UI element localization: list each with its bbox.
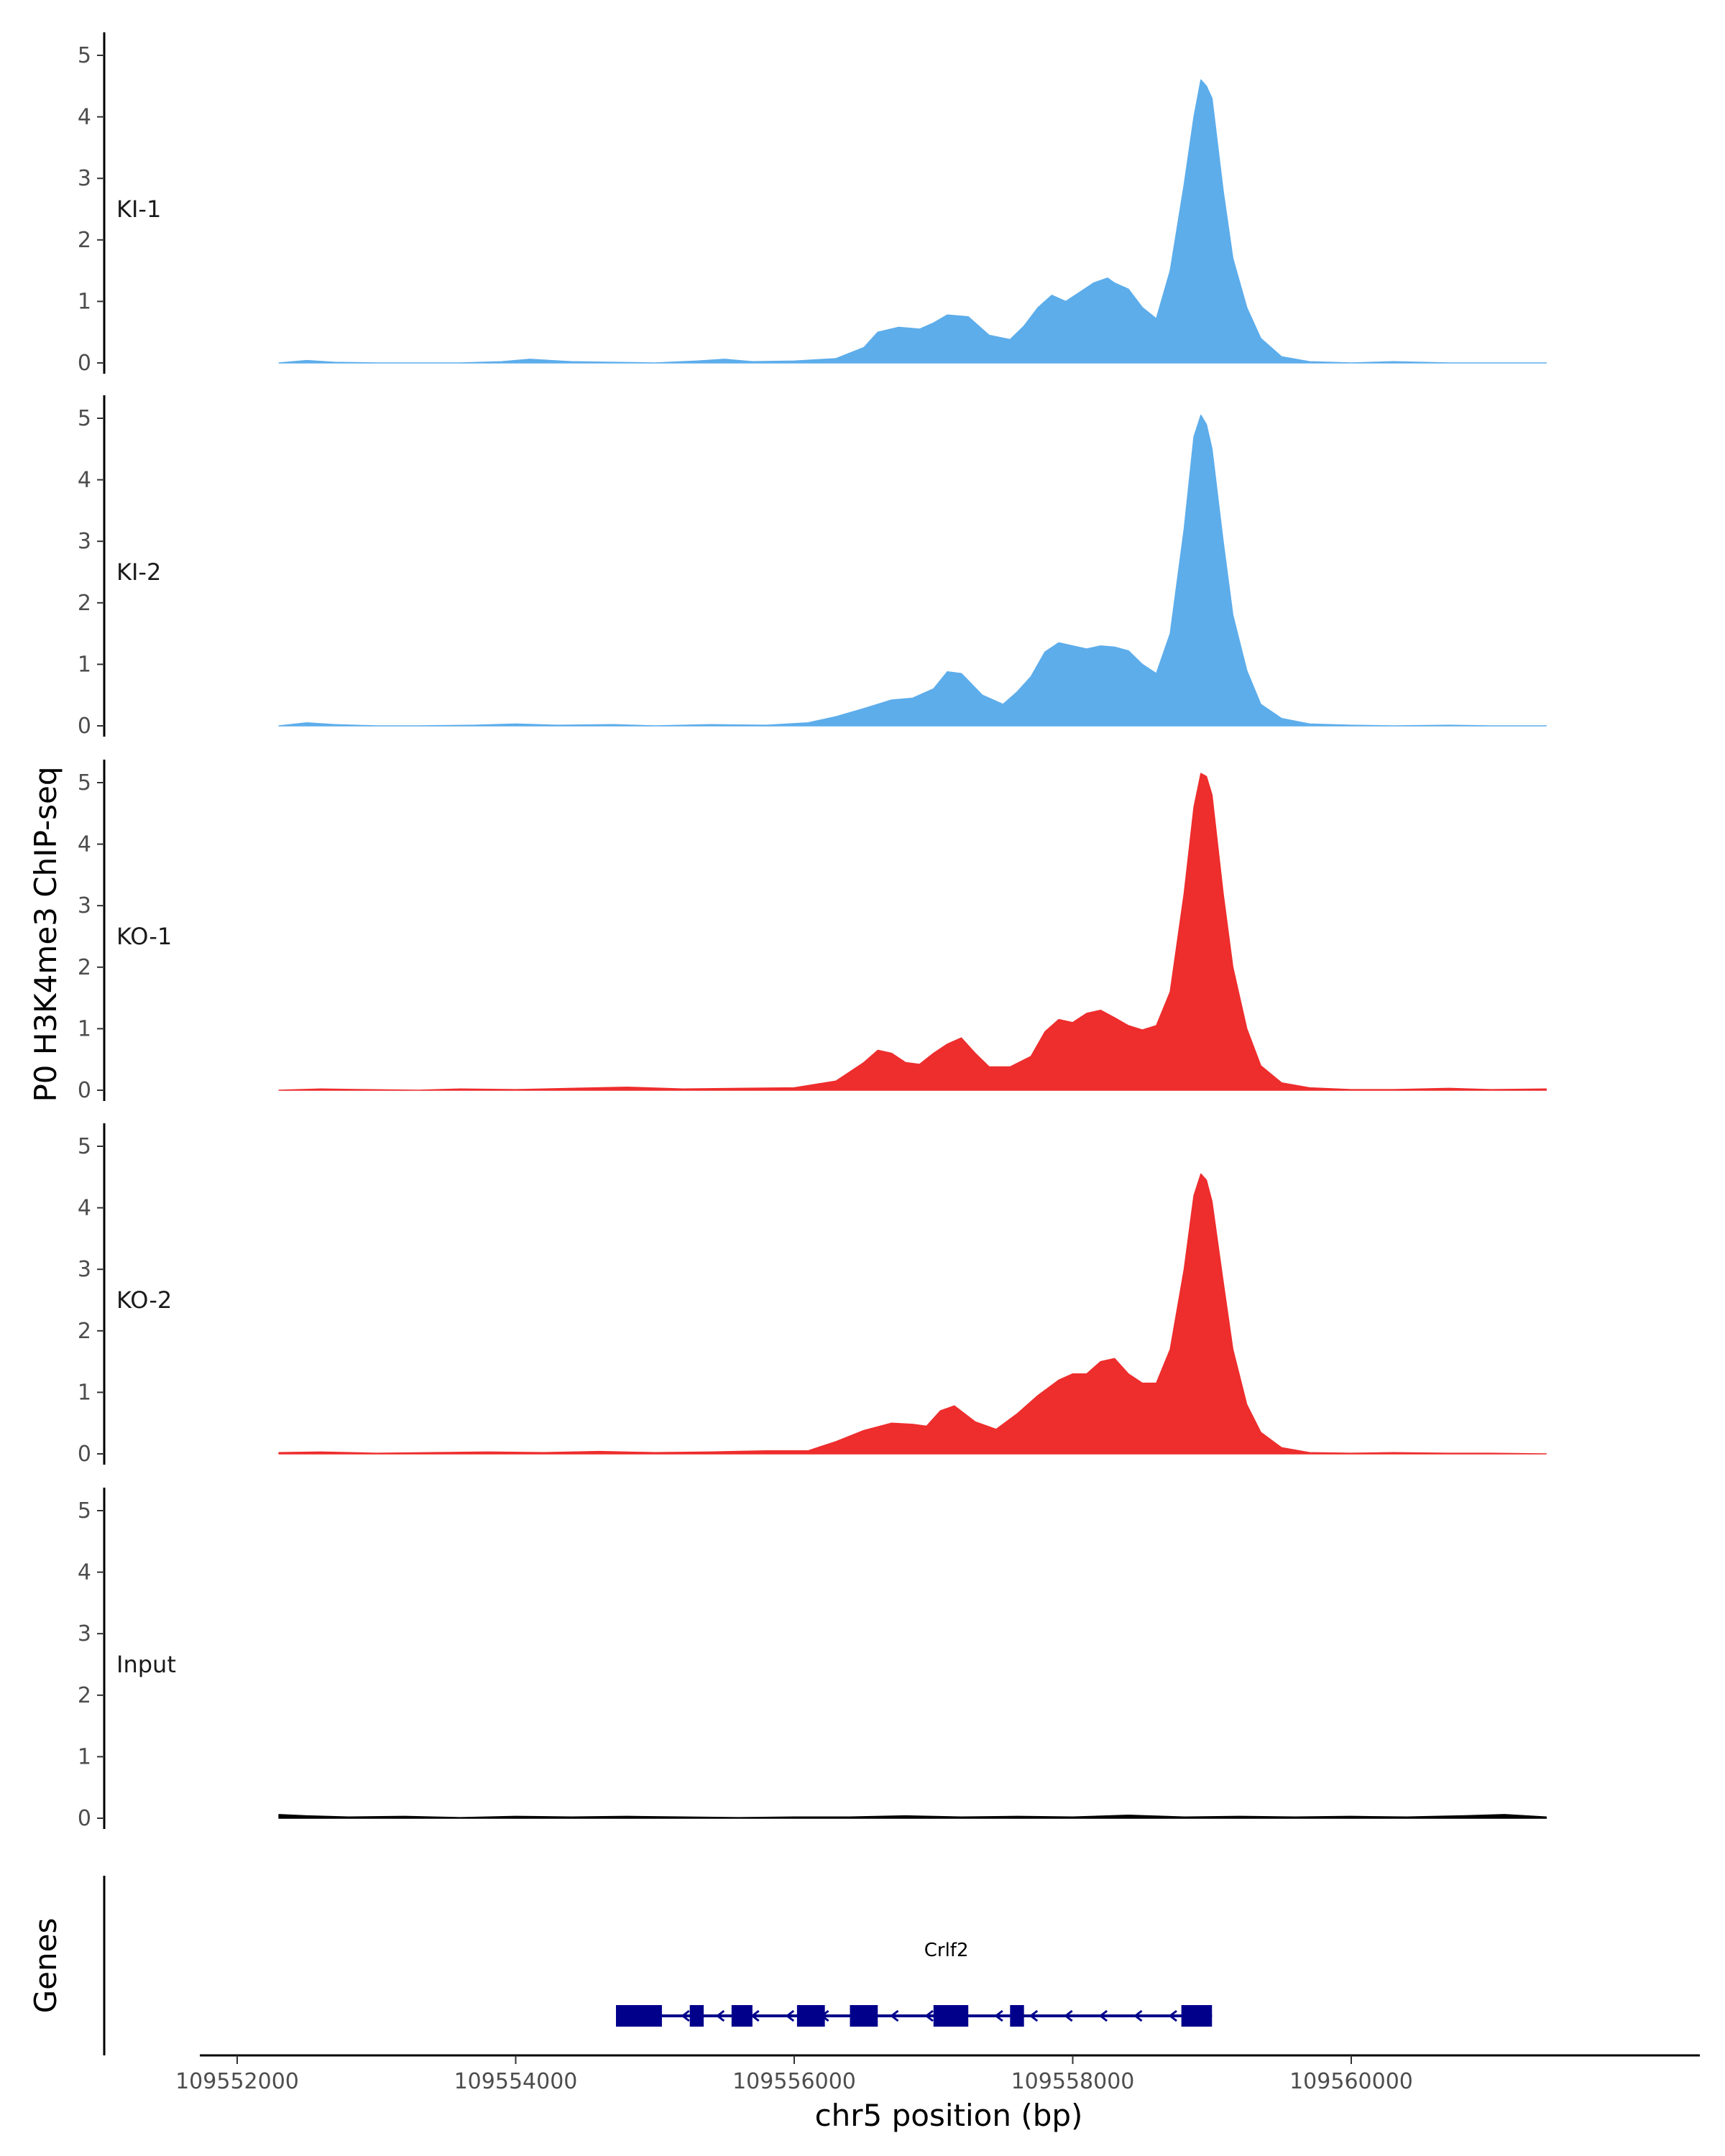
signal-area-ko-1	[278, 773, 1547, 1091]
y-tick-label: 5	[78, 1134, 91, 1159]
y-tick-label: 3	[78, 529, 91, 554]
x-tick-label: 109560000	[1289, 2069, 1413, 2094]
track-label-ki-1: KI-1	[116, 195, 161, 223]
strand-arrow	[715, 2009, 725, 2022]
track-label-ko-1: KO-1	[116, 923, 172, 950]
y-tick-label: 1	[78, 1380, 91, 1405]
y-tick-label: 5	[78, 43, 91, 68]
y-tick-label: 1	[78, 652, 91, 677]
y-tick-label: 0	[78, 1078, 91, 1103]
signal-area-ki-2	[278, 414, 1547, 727]
y-tick-label: 5	[78, 770, 91, 796]
y-tick-label: 4	[78, 105, 91, 130]
track-input: 0 1 2 3 4 5 Input	[78, 1488, 1547, 1831]
track-ko-1: 0 1 2 3 4 5 KO-1	[78, 760, 1547, 1103]
x-tick-label: 109552000	[175, 2069, 299, 2094]
gene-exon	[796, 2005, 825, 2027]
y-tick-label: 4	[78, 1196, 91, 1221]
strand-arrow	[681, 2009, 690, 2022]
gene-exon	[933, 2005, 969, 2027]
y-tick-label: 4	[78, 832, 91, 857]
y-tick-label: 2	[78, 955, 91, 980]
gene-name-label: Crlf2	[924, 1940, 969, 1961]
strand-arrow	[1098, 2009, 1108, 2022]
y-tick-label: 4	[78, 468, 91, 493]
y-tick-label: 5	[78, 1498, 91, 1524]
strand-arrow	[924, 2009, 934, 2022]
track-label-input: Input	[116, 1651, 176, 1678]
strand-arrow	[1168, 2009, 1177, 2022]
gene-exon	[616, 2005, 662, 2027]
strand-arrow	[1133, 2009, 1143, 2022]
strand-arrow	[890, 2009, 899, 2022]
x-axis-title: chr5 position (bp)	[815, 2098, 1083, 2133]
y-tick-label: 0	[78, 714, 91, 739]
strand-arrow	[1064, 2009, 1073, 2022]
y-tick-label: 2	[78, 1683, 91, 1708]
y-tick-label: 4	[78, 1560, 91, 1585]
x-tick-label: 109554000	[454, 2069, 578, 2094]
y-tick-label: 2	[78, 591, 91, 616]
genes-panel-title: Genes	[28, 1918, 63, 2014]
y-tick-label: 0	[78, 1806, 91, 1831]
y-tick-label: 3	[78, 1257, 91, 1282]
gene-exon	[689, 2005, 704, 2027]
strand-arrow	[785, 2009, 795, 2022]
y-tick-label: 2	[78, 228, 91, 253]
y-tick-label: 5	[78, 406, 91, 431]
track-ki-2: 0 1 2 3 4 5 KI-2	[78, 395, 1547, 739]
y-tick-label: 3	[78, 166, 91, 191]
track-label-ko-2: KO-2	[116, 1286, 172, 1314]
gene-exon	[731, 2005, 753, 2027]
x-axis: chr5 position (bp) 109552000 109554000 109…	[175, 2054, 1700, 2133]
signal-area-ko-2	[278, 1173, 1547, 1455]
x-tick-label: 109556000	[732, 2069, 856, 2094]
gene-exon	[1010, 2005, 1024, 2027]
tracks-group: 0 1 2 3 4 5 KI-1 0 1 2 3 4 5 KI-2 0 1 2 3 4 5 KO-1 0 1 2 3 4 5 KO-2…	[78, 32, 1547, 1831]
y-tick-label: 1	[78, 289, 91, 314]
strand-arrow	[1029, 2009, 1039, 2022]
y-tick-label: 1	[78, 1744, 91, 1769]
gene-exon	[1181, 2005, 1213, 2027]
y-axis-title: P0 H3K4me3 ChIP-seq	[28, 766, 63, 1102]
y-tick-label: 2	[78, 1319, 91, 1344]
gene-exon	[850, 2005, 878, 2027]
track-label-ki-2: KI-2	[116, 558, 161, 586]
signal-area-input	[278, 1814, 1547, 1819]
y-tick-label: 0	[78, 1442, 91, 1467]
y-tick-label: 3	[78, 893, 91, 918]
track-ki-1: 0 1 2 3 4 5 KI-1	[78, 32, 1547, 376]
gene-panel: Genes Crlf2	[28, 1876, 1213, 2055]
x-tick-label: 109558000	[1011, 2069, 1135, 2094]
y-tick-label: 0	[78, 351, 91, 376]
strand-arrow	[994, 2009, 1003, 2022]
y-tick-label: 1	[78, 1016, 91, 1041]
track-ko-2: 0 1 2 3 4 5 KO-2	[78, 1123, 1547, 1467]
y-tick-label: 3	[78, 1621, 91, 1646]
signal-area-ki-1	[278, 79, 1547, 364]
